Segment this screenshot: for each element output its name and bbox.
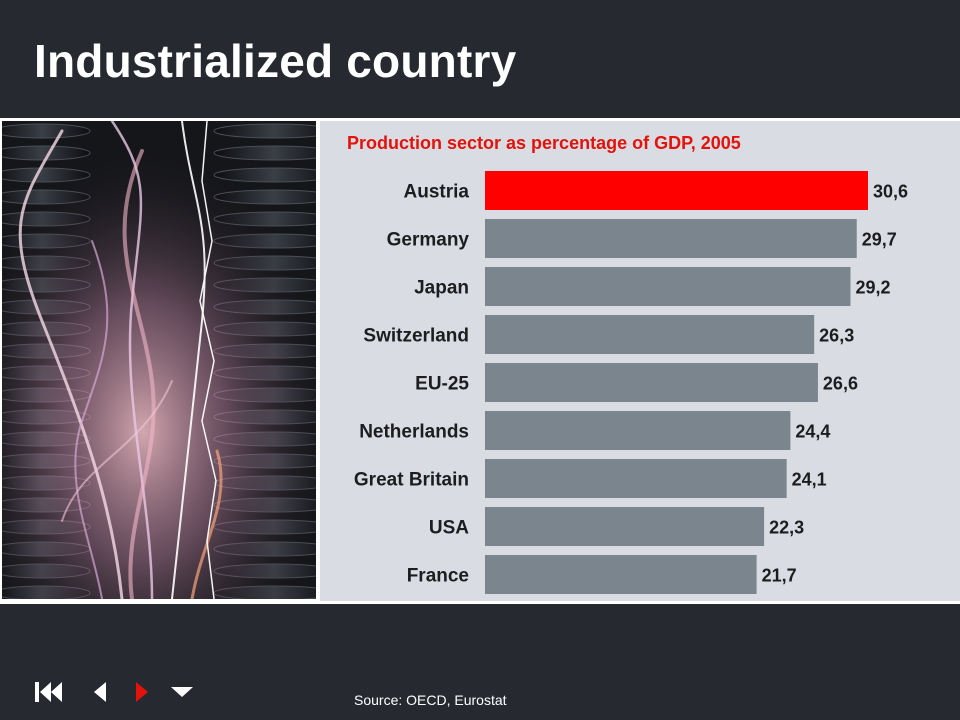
menu-down-icon[interactable] <box>168 678 196 706</box>
category-label: France <box>407 566 469 587</box>
skip-to-start-icon[interactable] <box>32 678 64 706</box>
category-label: Great Britain <box>354 470 469 491</box>
navigation-controls <box>32 678 202 710</box>
category-label: Austria <box>404 182 470 203</box>
bar-chart: Austria 30,6 Germany 29,7 Japan 29,2 Switzerla… <box>354 171 908 594</box>
value-label: 26,3 <box>819 326 854 346</box>
bar-great-britain <box>485 459 787 498</box>
chart-title: Production sector as percentage of GDP, … <box>347 133 741 153</box>
chart-panel: Production sector as percentage of GDP, … <box>320 121 960 601</box>
category-label: USA <box>429 518 469 539</box>
previous-icon[interactable] <box>90 678 110 706</box>
bar-netherlands <box>485 411 791 450</box>
value-label: 29,7 <box>862 230 897 250</box>
category-label: Netherlands <box>359 422 469 443</box>
photo-electrical-discharge <box>2 121 316 599</box>
value-label: 21,7 <box>762 566 797 586</box>
category-label: Japan <box>414 278 469 299</box>
value-label: 26,6 <box>823 374 858 394</box>
value-label: 24,4 <box>795 422 830 442</box>
slide-title: Industrialized country <box>34 35 517 87</box>
bar-usa <box>485 507 765 546</box>
bar-france <box>485 555 757 594</box>
next-icon[interactable] <box>132 678 152 706</box>
bar-austria <box>485 171 868 210</box>
category-label: Switzerland <box>363 326 469 347</box>
value-label: 30,6 <box>873 182 908 202</box>
value-label: 29,2 <box>855 278 890 298</box>
bar-eu-25 <box>485 363 818 402</box>
bar-japan <box>485 267 851 306</box>
value-label: 22,3 <box>769 518 804 538</box>
category-label: Germany <box>387 230 470 251</box>
source-note: Source: OECD, Eurostat <box>354 692 507 708</box>
category-label: EU-25 <box>415 374 469 395</box>
bar-switzerland <box>485 315 815 354</box>
bar-germany <box>485 219 857 258</box>
value-label: 24,1 <box>792 470 827 490</box>
